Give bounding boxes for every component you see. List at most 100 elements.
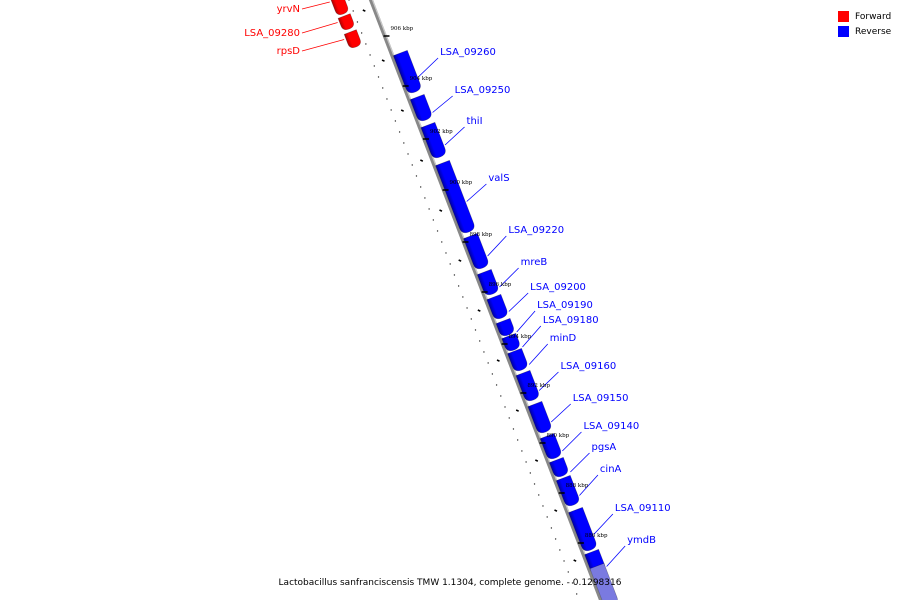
ruler-dot — [542, 505, 544, 507]
gene-label: LSA_09160 — [560, 361, 616, 372]
kbp-label: 904 kbp — [410, 76, 433, 82]
reverse-gene — [527, 400, 552, 434]
reverse-gene — [392, 49, 421, 94]
forward-gene — [327, 0, 349, 15]
kbp-label: 892 kbp — [527, 383, 550, 389]
gene-label-leader — [522, 325, 542, 348]
gene-label-leader — [508, 292, 529, 312]
gene-label: rpsD — [277, 46, 301, 57]
gene-label: minD — [550, 333, 577, 344]
ruler-dot — [529, 472, 532, 474]
ruler-dot — [415, 175, 418, 177]
gene-label-leader — [466, 183, 487, 202]
ruler-major-tick — [573, 559, 577, 562]
ruler-major-tick — [477, 309, 481, 312]
ruler-major-tick — [439, 209, 443, 212]
ruler-dot — [571, 582, 574, 584]
gene-label-leader — [593, 513, 614, 535]
ruler-dot — [512, 428, 515, 430]
ruler-dot — [424, 197, 426, 199]
gene-label-leader — [550, 403, 571, 423]
ruler-dot — [479, 340, 481, 342]
ruler-dot — [403, 142, 405, 144]
ruler-major-tick — [381, 59, 385, 62]
ruler-dot — [457, 285, 460, 287]
reverse-gene — [495, 317, 514, 337]
reverse-gene — [548, 456, 568, 478]
ruler-dot — [483, 351, 485, 353]
reverse-gene — [420, 121, 446, 159]
gene-label: LSA_09220 — [508, 225, 564, 236]
ruler-major-tick — [458, 259, 462, 262]
forward-swatch — [838, 11, 849, 22]
ruler-dot — [390, 109, 392, 111]
kbp-label: 886 kbp — [585, 533, 608, 539]
ruler-dot — [546, 516, 548, 518]
ruler-dot — [525, 461, 527, 463]
reverse-gene — [409, 93, 432, 122]
ruler-dot — [516, 439, 519, 441]
reverse-gene — [486, 293, 508, 320]
gene-label-leader — [562, 431, 582, 452]
ruler-dot — [538, 494, 540, 496]
ruler-major-tick — [419, 159, 424, 162]
ruler-dot — [491, 373, 494, 375]
gene-label-leader — [301, 22, 338, 34]
ruler-dot — [533, 483, 536, 485]
reverse-gene — [515, 369, 539, 402]
ruler-dot — [487, 362, 489, 364]
gene-label: pgsA — [592, 442, 617, 453]
ruler-dot — [436, 230, 439, 232]
ruler-major-tick — [400, 109, 405, 112]
ruler-dot — [466, 307, 468, 309]
ruler-major-tick — [534, 459, 539, 462]
kbp-label: 898 kbp — [469, 232, 492, 238]
gene-label: LSA_09190 — [537, 300, 593, 311]
legend-forward: Forward — [838, 9, 891, 24]
gene-label-leader — [301, 39, 345, 52]
ruler-dot — [449, 263, 451, 265]
reverse-swatch — [838, 26, 849, 37]
ruler-dot — [453, 274, 456, 276]
legend-forward-label: Forward — [855, 11, 892, 22]
gene-label: LSA_09200 — [530, 282, 586, 293]
ruler-dot — [373, 65, 375, 67]
gene-label: LSA_09110 — [615, 503, 671, 514]
gene-label-leader — [570, 452, 590, 473]
ruler-dot — [563, 560, 565, 562]
gene-label-leader — [487, 235, 507, 257]
ruler-dot — [411, 164, 413, 166]
ruler-dot — [554, 538, 557, 540]
ruler-dot — [369, 54, 371, 56]
genome-backbone — [368, 0, 604, 600]
reverse-gene — [463, 232, 489, 270]
ruler-dot — [352, 10, 354, 12]
ruler-dot — [394, 120, 397, 122]
forward-gene — [337, 13, 354, 30]
ruler-dot — [508, 417, 510, 419]
ruler-dot — [567, 571, 569, 573]
ruler-dot — [559, 549, 561, 551]
ruler-dot — [377, 76, 380, 78]
ruler-dot — [441, 241, 443, 243]
kbp-label: 906 kbp — [391, 26, 414, 32]
reverse-gene — [568, 506, 597, 552]
gene-label-leader — [579, 474, 599, 496]
ruler-dot — [500, 395, 502, 397]
ruler-dot — [462, 296, 464, 298]
reverse-gene — [507, 347, 528, 372]
forward-gene — [343, 29, 361, 48]
ruler-major-tick — [554, 509, 558, 512]
reverse-gene — [555, 474, 580, 507]
ruler-dot — [356, 21, 359, 23]
reverse-gene — [539, 432, 562, 460]
gene-label-leader — [444, 126, 465, 146]
gene-label: mreB — [521, 257, 548, 268]
ruler-dot — [386, 98, 388, 100]
gene-label-leader — [301, 1, 330, 10]
ruler-dot — [550, 527, 553, 529]
ruler-dot — [495, 384, 498, 386]
ruler-dot — [445, 252, 447, 254]
gene-label-leader — [418, 57, 439, 77]
gene-label: LSA_09250 — [455, 85, 511, 96]
